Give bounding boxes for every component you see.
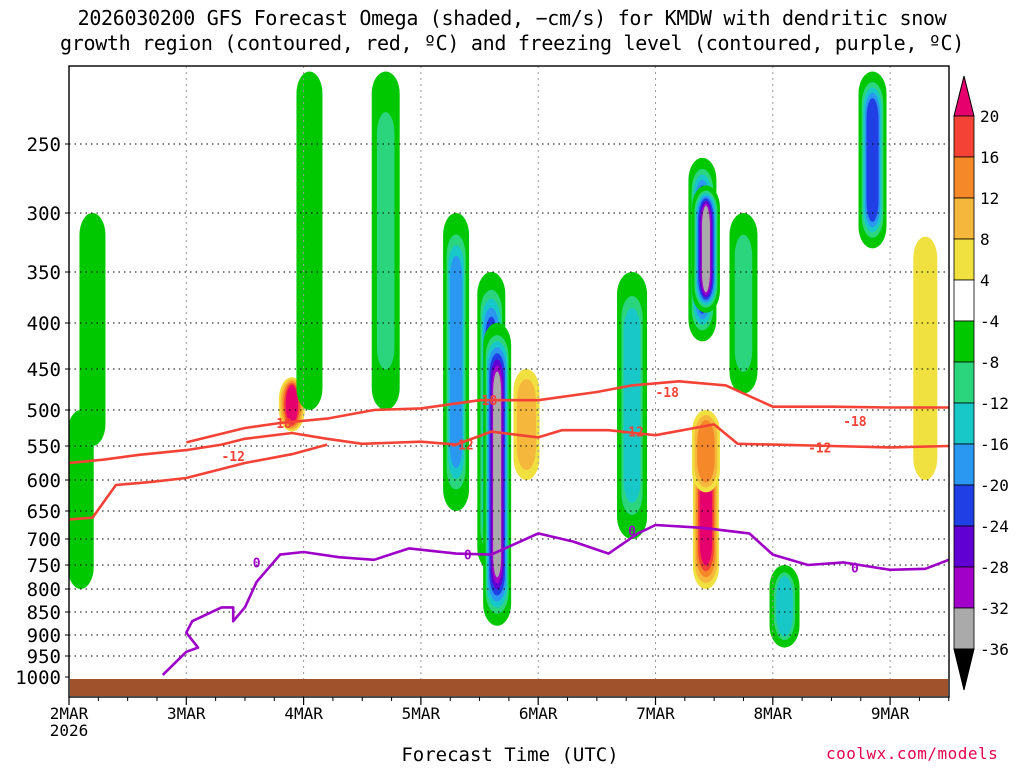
colorbar-label: -4 <box>980 312 999 331</box>
contour-label: 0 <box>464 549 472 564</box>
y-tick-label: 900 <box>27 625 61 647</box>
omega-cell <box>449 255 463 469</box>
contour-label: 0 <box>253 556 261 571</box>
y-tick-label: 250 <box>27 134 61 156</box>
contour-label: -18 <box>655 386 679 401</box>
ground-fill <box>70 679 948 696</box>
x-tick-label: 8MAR <box>754 704 793 723</box>
y-tick-label: 1000 <box>15 667 61 689</box>
omega-cell <box>285 385 299 424</box>
colorbar-label: -8 <box>980 353 999 372</box>
contour-label: -12 <box>221 450 244 465</box>
contour-layer <box>69 380 949 676</box>
title-line-1: 2026030200 GFS Forecast Omega (shaded, −… <box>77 6 947 30</box>
contour-label: 0 <box>851 561 859 576</box>
y-tick-label: 350 <box>27 262 61 284</box>
omega-cell <box>71 426 91 573</box>
colorbar-label: -12 <box>980 394 1009 413</box>
y-tick-label: 750 <box>27 555 61 577</box>
x-tick-label: 5MAR <box>402 704 441 723</box>
contour-line <box>69 423 949 465</box>
omega-cell <box>516 378 537 471</box>
year-label: 2026 <box>50 721 89 740</box>
omega-cell <box>623 308 641 503</box>
colorbar-segment <box>953 607 975 650</box>
contour-label: -12 <box>450 439 473 454</box>
contour-label: 0 <box>628 525 636 540</box>
colorbar-segment <box>953 238 975 281</box>
colorbar-label: -32 <box>980 599 1009 618</box>
x-tick-label: 4MAR <box>284 704 323 723</box>
title-line-2: growth region (contoured, red, ºC) and f… <box>59 31 965 55</box>
colorbar-segment <box>953 320 975 363</box>
contour-label: -12 <box>808 441 831 456</box>
colorbar-label: 8 <box>980 230 990 249</box>
omega-cell <box>734 234 753 372</box>
omega-cell <box>299 102 320 380</box>
x-tick-label: 6MAR <box>519 704 558 723</box>
omega-cell <box>82 233 103 426</box>
credit-link[interactable]: coolwx.com/models <box>826 744 999 763</box>
colorbar-label: -16 <box>980 435 1009 454</box>
contour-label: -12 <box>620 426 643 441</box>
colorbar-top-arrow <box>953 75 975 117</box>
y-tick-label: 500 <box>27 400 61 422</box>
colorbar-segment <box>953 361 975 404</box>
y-tick-label: 700 <box>27 529 61 551</box>
colorbar-label: -24 <box>980 517 1009 536</box>
y-tick-label: 800 <box>27 579 61 601</box>
omega-cell <box>376 112 395 370</box>
y-tick-label: 600 <box>27 470 61 492</box>
colorbar-segment <box>953 156 975 199</box>
y-tick-label: 450 <box>27 359 61 381</box>
contour-label-layer: -18 -18 -18 -18 -12 -12 -12 -12 0 0 0 0 <box>221 386 866 576</box>
colorbar-label: -36 <box>980 640 1009 659</box>
colorbar-label: -28 <box>980 558 1009 577</box>
colorbar-segment <box>953 115 975 158</box>
colorbar-segment <box>953 566 975 609</box>
y-tick-label: 300 <box>27 203 61 225</box>
omega-shading-layer <box>69 71 938 648</box>
y-tick-label: 850 <box>27 602 61 624</box>
colorbar-label: -20 <box>980 476 1009 495</box>
contour-label: -18 <box>474 394 498 409</box>
colorbar-segment <box>953 525 975 568</box>
colorbar-segment <box>953 443 975 486</box>
colorbar-label: 4 <box>980 271 990 290</box>
colorbar-label: 12 <box>980 189 999 208</box>
ground-layer <box>70 679 948 696</box>
contour-label: -18 <box>268 417 292 432</box>
y-tick-label: 550 <box>27 436 61 458</box>
omega-cell <box>913 236 938 480</box>
omega-cell <box>701 205 710 293</box>
omega-cell <box>776 576 793 637</box>
colorbar-bottom-arrow <box>953 648 975 691</box>
colorbar-segment <box>953 484 975 527</box>
y-tick-label: 400 <box>27 313 61 335</box>
contour-line <box>69 443 328 521</box>
colorbar-segment <box>953 197 975 240</box>
x-tick-label: 3MAR <box>167 704 206 723</box>
y-tick-label: 650 <box>27 501 61 523</box>
x-tick-label: 2MAR <box>50 704 89 723</box>
x-tick-label: 9MAR <box>871 704 910 723</box>
omega-cell <box>493 371 502 578</box>
chart-title: 2026030200 GFS Forecast Omega (shaded, −… <box>0 6 1024 56</box>
colorbar-segment <box>953 279 975 322</box>
omega-cell <box>866 98 879 222</box>
colorbar: 20 16 12 8 4 -4 -8 -12 -16 -20 -24 -28 -32 -36 <box>953 75 1009 691</box>
contour-line <box>185 380 949 444</box>
colorbar-label: 20 <box>980 107 999 126</box>
omega-cell <box>697 419 715 483</box>
x-tick-label: 7MAR <box>636 704 675 723</box>
y-tick-label: 950 <box>27 646 61 668</box>
grid-layer <box>69 66 949 697</box>
contour-line <box>161 523 949 676</box>
colorbar-segment <box>953 402 975 445</box>
colorbar-label: 16 <box>980 148 999 167</box>
axis-layer: 2503003504004505005506006507007508008509… <box>15 134 950 740</box>
contour-label: -18 <box>843 415 867 430</box>
x-axis-label: Forecast Time (UTC) <box>401 744 619 766</box>
